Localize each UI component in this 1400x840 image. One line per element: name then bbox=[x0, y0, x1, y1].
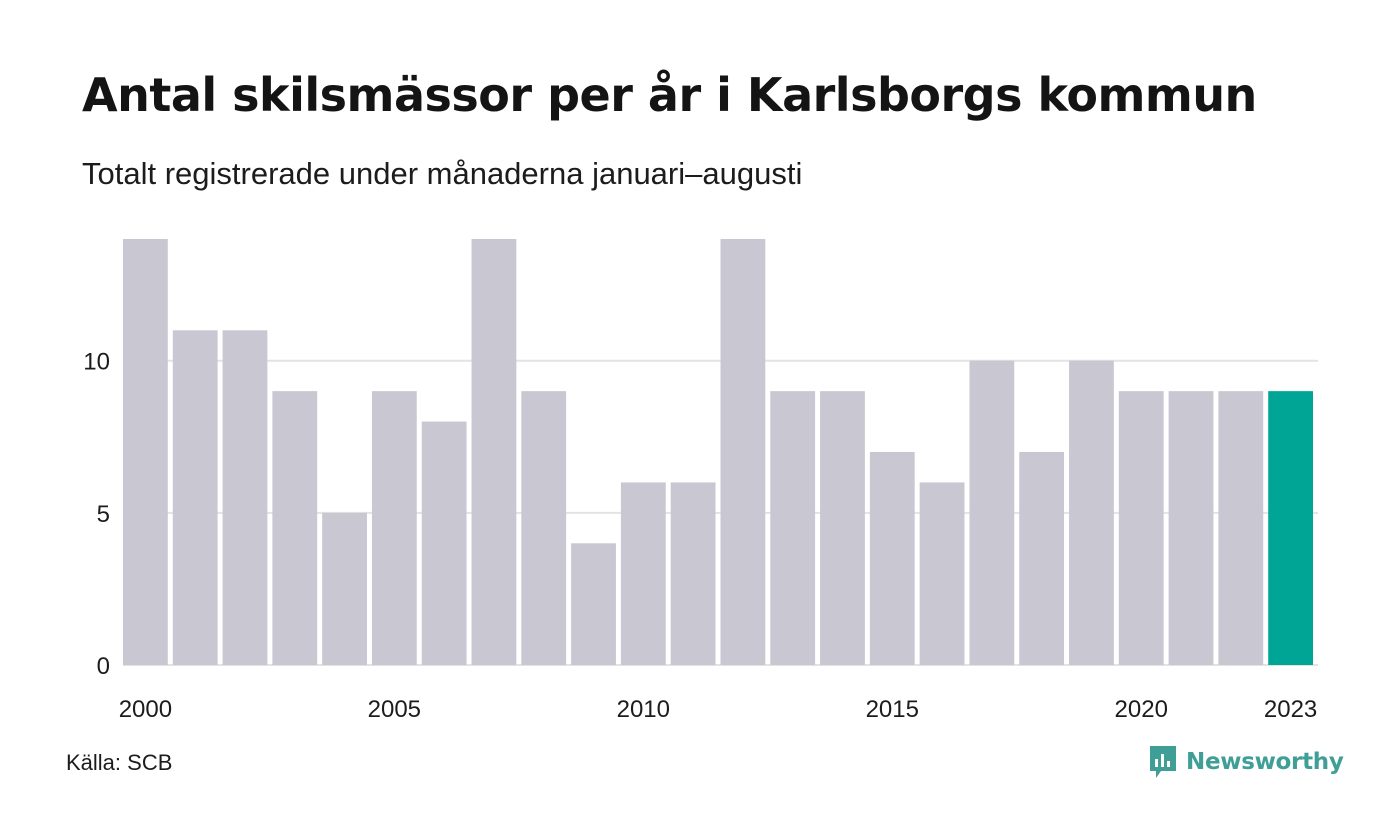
bar-2000 bbox=[123, 239, 168, 665]
bar-2003 bbox=[272, 391, 318, 665]
x-tick-label: 2000 bbox=[119, 696, 172, 723]
bar-2002 bbox=[222, 330, 268, 665]
bar-2019 bbox=[1069, 360, 1114, 665]
bar-2023 bbox=[1268, 391, 1313, 665]
x-tick-label: 2023 bbox=[1264, 696, 1317, 723]
bar-2001 bbox=[172, 330, 218, 665]
source-note: Källa: SCB bbox=[66, 750, 173, 775]
y-tick-label: 10 bbox=[83, 349, 110, 376]
bar-2016 bbox=[919, 482, 965, 665]
bar-2014 bbox=[820, 391, 865, 665]
bar-2007 bbox=[471, 239, 517, 665]
x-tick-label: 2010 bbox=[617, 696, 670, 723]
bar-2018 bbox=[1019, 452, 1065, 665]
bar-2005 bbox=[371, 391, 417, 665]
bar-2012 bbox=[720, 239, 766, 665]
brand-logo: Newsworthy bbox=[1148, 744, 1344, 780]
bar-2020 bbox=[1118, 391, 1164, 665]
newsworthy-logo-icon bbox=[1150, 746, 1176, 778]
bar-2021 bbox=[1168, 391, 1214, 665]
bar-2015 bbox=[869, 452, 915, 665]
x-tick-label: 2015 bbox=[866, 696, 919, 723]
bar-2008 bbox=[521, 391, 567, 665]
bar-2013 bbox=[770, 391, 816, 665]
x-tick-label: 2020 bbox=[1115, 696, 1168, 723]
bar-2004 bbox=[322, 512, 367, 665]
bar-2022 bbox=[1218, 391, 1264, 665]
y-tick-label: 0 bbox=[97, 653, 110, 680]
chart-subtitle: Totalt registrerade under månaderna janu… bbox=[82, 156, 803, 191]
y-tick-label: 5 bbox=[97, 501, 110, 528]
bar-chart: 0 5 10 2000 2005 2010 2015 2020 2023 bbox=[83, 239, 1318, 723]
chart-title: Antal skilsmässor per år i Karlsborgs ko… bbox=[82, 68, 1257, 122]
bar-2009 bbox=[571, 543, 616, 665]
brand-name: Newsworthy bbox=[1186, 749, 1344, 775]
bar-2006 bbox=[421, 421, 467, 665]
bar-2017 bbox=[969, 360, 1015, 665]
x-tick-label: 2005 bbox=[368, 696, 421, 723]
bar-2010 bbox=[620, 482, 666, 665]
bar-2011 bbox=[670, 482, 716, 665]
